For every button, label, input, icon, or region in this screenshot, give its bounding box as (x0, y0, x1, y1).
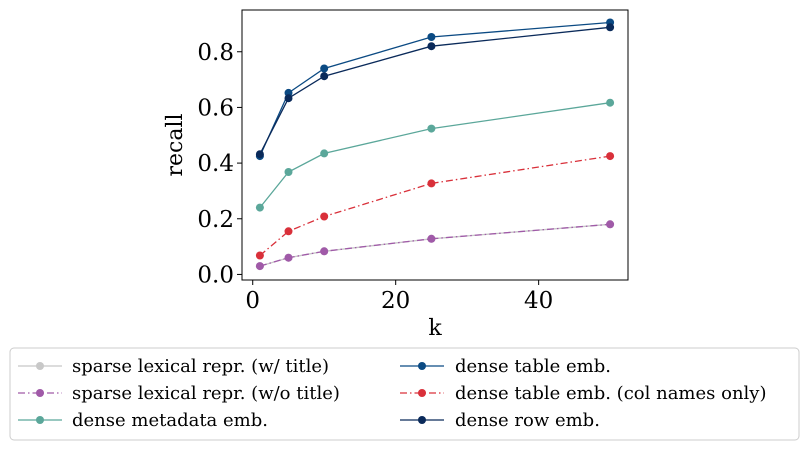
series-5-point-0 (255, 150, 264, 159)
series-line-4 (259, 155, 611, 256)
legend-marker-1 (36, 389, 44, 397)
legend-frame (9, 347, 800, 441)
legend-marker-5 (418, 416, 426, 424)
series-1-point-3 (427, 234, 436, 243)
y-tick-label-0: 0.0 (197, 262, 234, 288)
series-4-point-1 (284, 227, 293, 236)
legend-marker-2 (36, 416, 44, 424)
series-line-2 (259, 102, 611, 209)
x-tick-label-0: 0 (245, 288, 260, 314)
series-4-point-4 (606, 152, 615, 161)
legend-label-5: dense row emb. (455, 410, 600, 431)
series-line-1 (259, 223, 611, 267)
legend-marker-0 (36, 362, 44, 370)
series-1-point-2 (320, 247, 329, 256)
legend-label-2: dense metadata emb. (72, 410, 268, 431)
series-1-point-4 (606, 220, 615, 229)
legend: sparse lexical repr. (w/ title) sparse le… (9, 347, 800, 441)
plot-area (255, 18, 615, 271)
series-2-point-0 (255, 203, 264, 212)
legend-label-4: dense table emb. (col names only) (455, 383, 766, 404)
series-2-point-3 (427, 124, 436, 133)
series-5-point-2 (320, 72, 329, 81)
series-2-point-1 (284, 168, 293, 176)
y-tick-label-1: 0.2 (197, 207, 234, 233)
legend-label-1: sparse lexical repr. (w/o title) (72, 383, 340, 404)
x-axis-label: k (428, 316, 442, 341)
series-line-3 (259, 21, 611, 157)
series-1-point-1 (284, 253, 293, 262)
axes: 0 20 40 0.0 0.2 0.4 0.6 0.8 (197, 9, 629, 314)
x-tick-label-1: 20 (381, 288, 410, 314)
series-2-point-2 (320, 149, 329, 158)
legend-marker-3 (418, 362, 426, 370)
plot-frame (241, 9, 629, 281)
series-4-point-3 (427, 179, 436, 188)
series-5-point-1 (284, 94, 293, 103)
y-tick-label-3: 0.6 (197, 95, 234, 121)
series-1-point-0 (255, 262, 264, 271)
y-axis-label: recall (163, 113, 188, 176)
y-tick-label-2: 0.4 (197, 151, 234, 177)
series-3-point-3 (427, 33, 436, 41)
series-5-point-4 (606, 23, 615, 32)
y-tick-label-4: 0.8 (197, 40, 234, 66)
series-4-point-2 (320, 212, 329, 221)
x-tick-label-2: 40 (524, 288, 553, 314)
series-3-point-2 (320, 64, 329, 73)
series-line-0 (259, 223, 611, 267)
series-4-point-0 (255, 251, 264, 260)
legend-label-3: dense table emb. (455, 356, 611, 377)
series-2-point-4 (606, 98, 615, 107)
legend-label-0: sparse lexical repr. (w/ title) (72, 356, 329, 377)
series-5-point-3 (427, 42, 436, 51)
legend-marker-4 (418, 389, 426, 397)
